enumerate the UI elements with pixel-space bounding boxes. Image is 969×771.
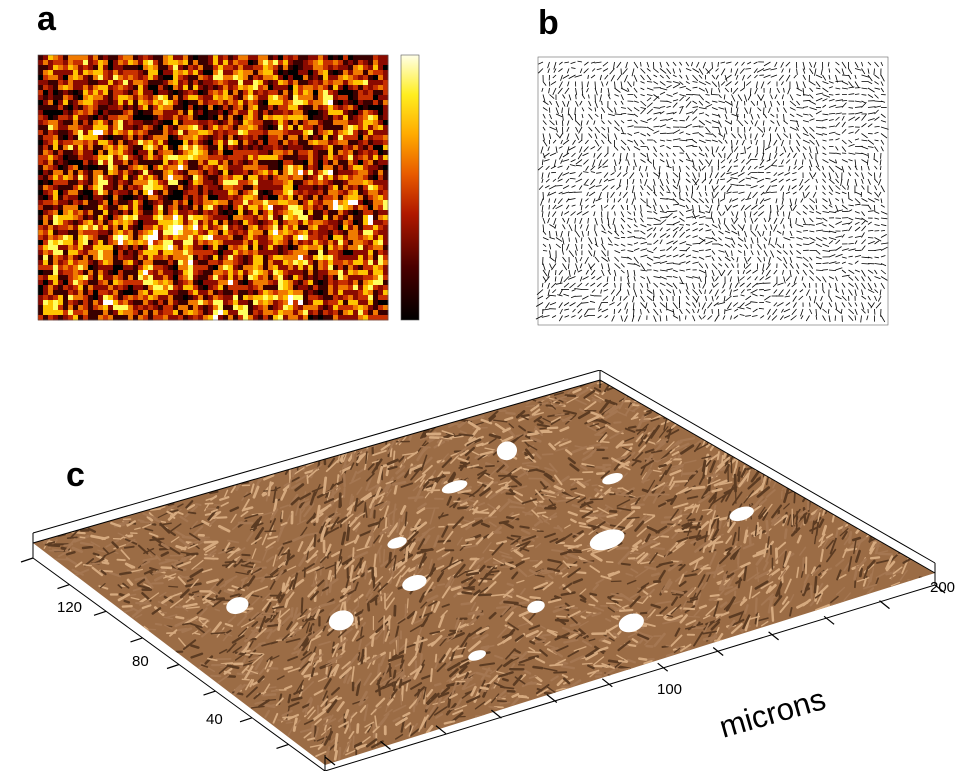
x-tick-label-200: 200	[930, 579, 956, 596]
y-tick-label-80: 80	[132, 653, 149, 670]
panel-label-c: c	[66, 456, 85, 494]
orientation-frame	[537, 56, 889, 326]
heatmap-panel	[37, 54, 420, 321]
colorbar	[400, 54, 420, 321]
y-axis-ticks	[20, 557, 325, 771]
heatmap-image	[38, 55, 389, 321]
y-tick-label-40: 40	[206, 711, 223, 728]
bounding-box	[32, 370, 936, 771]
fiber-strands	[42, 380, 927, 761]
panel-label-b: b	[538, 4, 559, 42]
fiber-surface-panel	[20, 370, 946, 771]
heatmap-frame	[37, 54, 389, 321]
panel-label-a: a	[37, 0, 56, 38]
x-tick-label-100: 100	[657, 681, 683, 698]
orientation-vectors	[535, 60, 889, 323]
surface-gaps	[226, 441, 754, 661]
x-axis-ticks	[324, 584, 946, 766]
orientation-field-panel	[535, 56, 889, 326]
y-tick-label-120: 120	[57, 599, 83, 616]
